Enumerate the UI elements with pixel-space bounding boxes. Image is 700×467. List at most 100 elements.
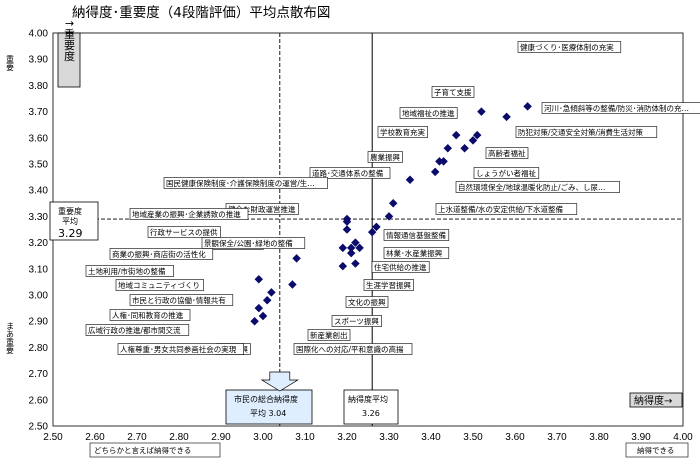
data-point (351, 259, 360, 268)
y-avg-label: 平均 (62, 216, 78, 226)
data-point (435, 157, 444, 166)
point-label: 国際化への対応/平和意識の高揚 (296, 344, 404, 354)
point-label-box (109, 248, 214, 260)
point-label-box (201, 237, 306, 249)
y-tick-label: 3.40 (29, 186, 49, 197)
data-point (292, 254, 301, 263)
data-point (443, 144, 453, 153)
y-avg-label: 重要度 (58, 206, 82, 216)
point-label-box (293, 343, 413, 355)
x-tick-label: 2.70 (127, 432, 147, 443)
data-point (502, 112, 511, 122)
point-label-box (85, 265, 174, 277)
point-label: 上水道整備/水の安定供給/下水道整備 (438, 204, 564, 214)
x-tick-label: 3.00 (253, 432, 273, 443)
data-point (472, 130, 482, 140)
point-label: 地域コミュニティづくり (118, 280, 200, 290)
point-label-box (331, 315, 382, 327)
y-tick-label: 3.90 (29, 55, 49, 66)
xlabel-box (629, 392, 683, 408)
point-label: 林業･水産業振興 (386, 248, 443, 258)
point-label: 文化の振興 (348, 297, 386, 307)
y-tick-label: 2.60 (29, 395, 49, 406)
data-point (250, 316, 259, 326)
point-label-box (147, 226, 221, 238)
x-tick-label: 3.90 (631, 432, 651, 443)
x-tick-label: 2.60 (85, 432, 105, 443)
data-point (388, 199, 398, 208)
data-point (430, 167, 440, 177)
point-label-box (163, 177, 328, 189)
point-label: スポーツ振興 (334, 316, 379, 326)
point-label-box (115, 279, 204, 291)
point-label-box (383, 247, 450, 259)
x-tick-label: 3.10 (295, 432, 315, 443)
point-label: しょうがい者福祉 (476, 168, 536, 178)
point-label-box (85, 324, 190, 336)
point-label-box (473, 167, 540, 179)
data-point (468, 136, 478, 145)
point-label: 土地利用/市街地の整備 (88, 266, 166, 276)
point-label: 地域産業の振興･企業誘致の推進 (132, 209, 241, 219)
x-tick-label: 3.30 (379, 432, 399, 443)
x-tick-label: 3.20 (337, 432, 357, 443)
point-label: 人権尊重･男女共同参画社会の実現 (120, 344, 237, 354)
x-left-note: どちらかと言えば納得できる (94, 445, 191, 455)
x-avg-value: 平均 3.04 (250, 408, 286, 418)
y-tick-label: 2.50 (29, 422, 49, 433)
point-label: 国民健康保険制度･介護保険制度の運営/生… (166, 178, 315, 188)
y-avg-value: 3.29 (58, 227, 83, 240)
point-label-box (309, 167, 391, 179)
data-point (267, 288, 276, 297)
point-label: 学校教育充実 (380, 127, 425, 137)
y-tick-label: 3.00 (29, 291, 49, 302)
point-label-box (435, 203, 578, 215)
point-label: 新産業創出 (310, 330, 348, 340)
point-label: 人権･同和教育の推進 (112, 310, 184, 320)
x-avg-box (225, 389, 313, 425)
point-label: 子育て支援 (434, 87, 472, 97)
point-label: 市民と行政の協働･情報共有 (132, 295, 226, 305)
y-tick-label: 2.80 (29, 343, 49, 354)
data-point (346, 243, 356, 253)
point-label-box (455, 181, 620, 193)
data-point (346, 248, 356, 258)
y-tick-label: 2.90 (29, 317, 49, 328)
point-label: 行政サービスの提供 (150, 227, 218, 237)
point-label-box (485, 147, 529, 159)
x-tick-label: 3.50 (463, 432, 483, 443)
data-points (250, 102, 532, 326)
data-point (372, 222, 381, 232)
data-point (342, 217, 352, 226)
point-label-box (517, 41, 622, 53)
y-tick-label: 3.60 (29, 133, 49, 144)
plot-frame (52, 32, 684, 427)
point-label: 生涯学習振興 (366, 280, 411, 290)
x-tick-label: 3.70 (547, 432, 567, 443)
data-point (288, 280, 297, 289)
point-label: 健全な財政運営推進 (228, 204, 296, 214)
data-point (384, 212, 394, 221)
y-tick-label: 3.80 (29, 81, 49, 92)
point-label: 道路･交通体系の整備 (312, 168, 384, 178)
x-tick-label: 2.50 (43, 432, 63, 443)
point-label: 住宅供給の推進 (374, 262, 427, 272)
data-point (338, 243, 348, 253)
chart-title: 納得度･重要度（4段階評価）平均点散布図 (72, 4, 330, 21)
ylabel-box (57, 32, 81, 88)
point-label-box (377, 126, 428, 138)
y-bottom-note: まあ重要 (6, 322, 15, 355)
x-tick-label: 3.80 (589, 432, 609, 443)
point-label-box (109, 309, 191, 321)
point-label: 農業振興 (370, 152, 400, 162)
point-label-box (431, 86, 475, 98)
point-label-box (117, 343, 244, 355)
x-tick-label: 4.00 (673, 432, 693, 443)
point-label-box (383, 229, 450, 241)
point-label-box (367, 151, 403, 163)
point-label-box (399, 107, 458, 119)
point-label-box (541, 102, 700, 114)
